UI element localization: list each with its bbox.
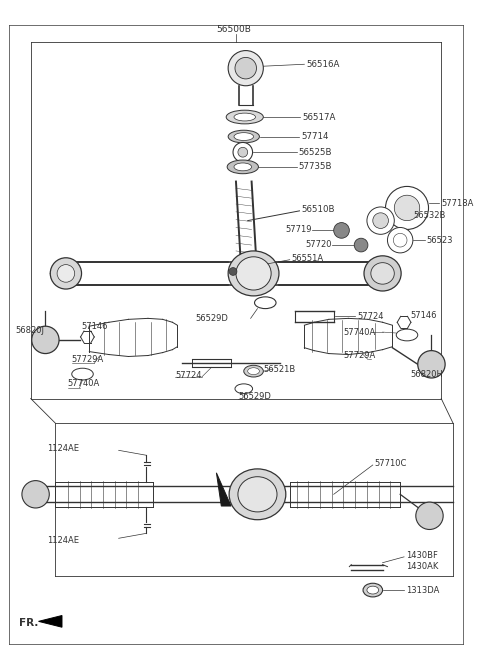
- Ellipse shape: [371, 263, 394, 284]
- Ellipse shape: [396, 329, 418, 341]
- Text: 57720: 57720: [305, 240, 332, 249]
- Ellipse shape: [228, 251, 279, 296]
- Text: 56500B: 56500B: [216, 25, 252, 33]
- Text: 1124AE: 1124AE: [48, 536, 80, 545]
- Text: 57740A: 57740A: [68, 379, 100, 389]
- Circle shape: [373, 213, 388, 228]
- Text: 57146: 57146: [410, 311, 436, 320]
- Text: 57740A: 57740A: [344, 328, 376, 337]
- Text: 56521B: 56521B: [264, 365, 296, 374]
- Text: 1430AK: 1430AK: [406, 562, 438, 571]
- Circle shape: [229, 268, 237, 276]
- Text: 57729A: 57729A: [72, 355, 104, 364]
- Circle shape: [418, 351, 445, 378]
- Text: 57735B: 57735B: [299, 163, 332, 171]
- Text: 56517A: 56517A: [302, 112, 336, 122]
- Polygon shape: [216, 473, 231, 506]
- Text: 56510B: 56510B: [301, 205, 335, 214]
- Circle shape: [387, 227, 413, 253]
- Circle shape: [354, 238, 368, 252]
- Circle shape: [385, 187, 429, 229]
- Ellipse shape: [72, 368, 93, 380]
- Ellipse shape: [244, 365, 264, 377]
- Circle shape: [367, 207, 394, 234]
- Ellipse shape: [364, 256, 401, 291]
- Circle shape: [22, 480, 49, 508]
- Text: 56523: 56523: [427, 235, 453, 245]
- Ellipse shape: [248, 368, 259, 375]
- Circle shape: [32, 326, 59, 353]
- Text: 57729A: 57729A: [344, 351, 376, 360]
- Text: 1124AE: 1124AE: [48, 444, 80, 453]
- Text: 57724: 57724: [357, 312, 384, 321]
- Ellipse shape: [234, 163, 252, 171]
- Text: 56529D: 56529D: [238, 392, 271, 401]
- Circle shape: [57, 265, 75, 282]
- Circle shape: [393, 233, 407, 247]
- Ellipse shape: [238, 477, 277, 512]
- Circle shape: [334, 223, 349, 238]
- Text: 56820H: 56820H: [410, 369, 443, 379]
- Ellipse shape: [234, 113, 255, 121]
- Text: 56516A: 56516A: [306, 60, 340, 69]
- Ellipse shape: [226, 110, 264, 124]
- Ellipse shape: [229, 469, 286, 520]
- Text: 56551A: 56551A: [292, 254, 324, 264]
- Circle shape: [235, 58, 256, 79]
- Circle shape: [50, 258, 82, 289]
- Text: 57724: 57724: [175, 371, 202, 379]
- Text: FR.: FR.: [19, 618, 38, 628]
- Ellipse shape: [235, 384, 252, 393]
- Text: 56525B: 56525B: [299, 148, 332, 157]
- Text: 57710C: 57710C: [375, 458, 407, 468]
- Text: 56820J: 56820J: [15, 326, 44, 334]
- Circle shape: [394, 195, 420, 221]
- Text: 56529D: 56529D: [195, 314, 228, 323]
- Ellipse shape: [363, 583, 383, 597]
- Text: 57714: 57714: [301, 132, 329, 141]
- Ellipse shape: [227, 160, 258, 174]
- Circle shape: [228, 51, 264, 86]
- Text: 57718A: 57718A: [441, 199, 474, 207]
- Ellipse shape: [228, 130, 259, 143]
- Ellipse shape: [367, 586, 379, 594]
- Circle shape: [238, 147, 248, 157]
- Text: 57719: 57719: [286, 225, 312, 234]
- Text: 1430BF: 1430BF: [406, 551, 438, 561]
- Ellipse shape: [236, 257, 271, 290]
- Ellipse shape: [254, 297, 276, 308]
- Polygon shape: [38, 615, 62, 628]
- Circle shape: [416, 502, 443, 529]
- Text: 1313DA: 1313DA: [406, 585, 439, 595]
- Text: 56532B: 56532B: [414, 211, 446, 220]
- Circle shape: [233, 142, 252, 162]
- Ellipse shape: [234, 132, 253, 140]
- Text: 57146: 57146: [82, 322, 108, 330]
